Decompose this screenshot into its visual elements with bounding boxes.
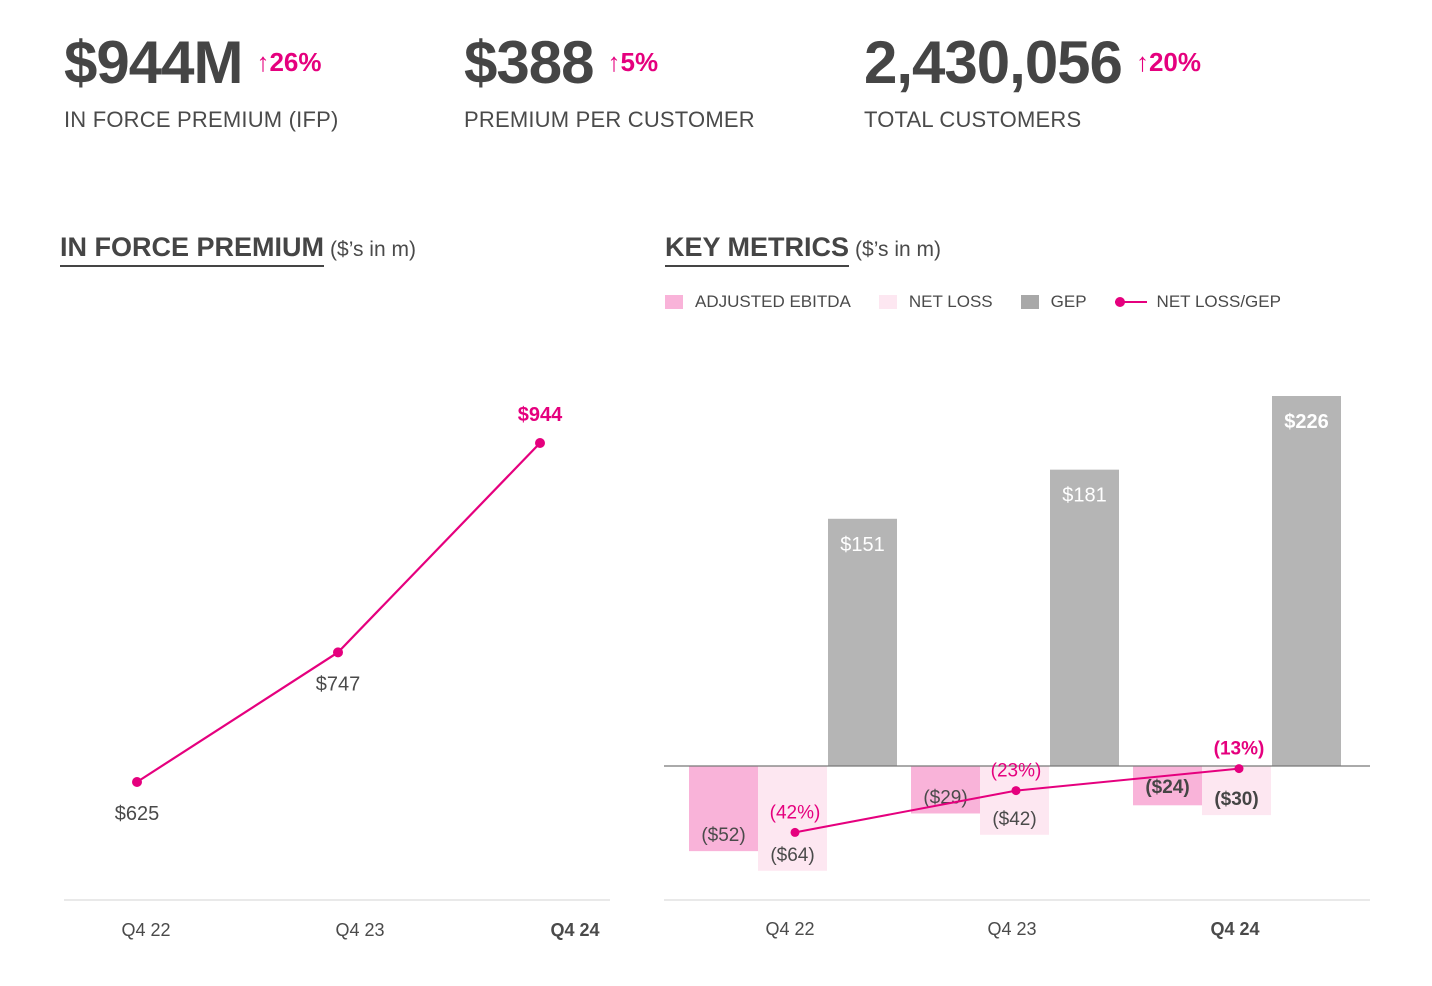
net-loss-gep-point xyxy=(1234,764,1244,774)
km-tick-label: Q4 23 xyxy=(987,919,1036,939)
label-gep: $181 xyxy=(1062,485,1107,507)
legend-item-gep: GEP xyxy=(1020,292,1087,312)
bar-adjusted-ebitda xyxy=(689,766,758,852)
kpi-value: 2,430,056 xyxy=(864,29,1123,96)
legend-label: ADJUSTED EBITDA xyxy=(695,292,851,311)
label-gep: $226 xyxy=(1284,411,1329,433)
km-tick-label: Q4 24 xyxy=(1210,919,1259,939)
ifp-tick-label: Q4 24 xyxy=(550,920,599,940)
kpi-premium-per-customer: $388 ↑5% PREMIUM PER CUSTOMER xyxy=(464,28,755,133)
bar-net-loss xyxy=(980,766,1049,835)
label-adjusted-ebitda: ($29) xyxy=(923,787,967,808)
ifp-point xyxy=(132,777,142,787)
kpi-ifp: $944M ↑26% IN FORCE PREMIUM (IFP) xyxy=(64,28,339,133)
legend-swatch-gep xyxy=(1020,295,1039,309)
kpi-change: ↑20% xyxy=(1135,47,1201,77)
net-loss-gep-point xyxy=(1011,786,1021,796)
ifp-point xyxy=(333,647,343,658)
chart-title: IN FORCE PREMIUM xyxy=(60,232,325,267)
bar-gep xyxy=(1050,469,1119,766)
legend-swatch-net-loss xyxy=(878,295,897,309)
bar-net-loss xyxy=(1202,766,1271,816)
net-loss-gep-label: (42%) xyxy=(770,802,821,823)
chart-subtitle: ($’s in m) xyxy=(855,238,941,261)
net-loss-gep-point xyxy=(790,827,800,837)
ifp-tick-label: Q4 22 xyxy=(121,920,170,940)
legend-swatch-net-loss-gep xyxy=(1114,295,1147,309)
legend-item-ebitda: ADJUSTED EBITDA xyxy=(665,292,851,312)
label-adjusted-ebitda: ($24) xyxy=(1145,777,1189,798)
key-metrics-legend: ADJUSTED EBITDA NET LOSS GEP NET LOSS/GE… xyxy=(665,292,1309,312)
kpi-change: ↑5% xyxy=(607,47,659,77)
kpi-total-customers: 2,430,056 ↑20% TOTAL CUSTOMERS xyxy=(864,28,1201,133)
bar-gep xyxy=(1272,396,1341,766)
legend-label: NET LOSS xyxy=(908,292,993,311)
legend-swatch-ebitda xyxy=(665,295,683,309)
kpi-label: TOTAL CUSTOMERS xyxy=(864,107,1082,132)
legend-label: NET LOSS/GEP xyxy=(1156,292,1281,311)
ifp-tick-label: Q4 23 xyxy=(335,920,384,940)
bar-net-loss xyxy=(758,766,827,871)
chart-subtitle: ($’s in m) xyxy=(330,238,416,261)
kpi-value: $944M xyxy=(64,29,243,96)
legend-item-net-loss: NET LOSS xyxy=(878,292,993,312)
label-net-loss: ($42) xyxy=(992,809,1036,830)
kpi-label: IN FORCE PREMIUM (IFP) xyxy=(64,107,339,132)
kpi-value: $388 xyxy=(464,29,594,96)
legend-label: GEP xyxy=(1050,292,1087,311)
net-loss-gep-label: (23%) xyxy=(991,761,1042,782)
kpi-label: PREMIUM PER CUSTOMER xyxy=(464,107,755,132)
kpi-change: ↑26% xyxy=(256,47,322,77)
key-metrics-chart-title: KEY METRICS ($’s in m) xyxy=(665,232,941,267)
label-adjusted-ebitda: ($52) xyxy=(701,825,745,846)
bar-adjusted-ebitda xyxy=(911,766,980,814)
ifp-data-label: $944 xyxy=(518,404,563,426)
km-tick-label: Q4 22 xyxy=(765,919,814,939)
chart-title: KEY METRICS xyxy=(665,232,850,267)
bar-gep xyxy=(828,518,897,766)
ifp-data-label: $747 xyxy=(316,673,361,695)
label-net-loss: ($64) xyxy=(770,845,814,866)
ifp-data-label: $625 xyxy=(115,803,160,825)
net-loss-gep-label: (13%) xyxy=(1214,739,1265,760)
ifp-chart-title: IN FORCE PREMIUM ($’s in m) xyxy=(60,232,416,267)
ifp-point xyxy=(535,438,545,448)
legend-item-net-loss-gep: NET LOSS/GEP xyxy=(1114,292,1281,312)
label-gep: $151 xyxy=(840,534,885,556)
label-net-loss: ($30) xyxy=(1214,789,1258,810)
